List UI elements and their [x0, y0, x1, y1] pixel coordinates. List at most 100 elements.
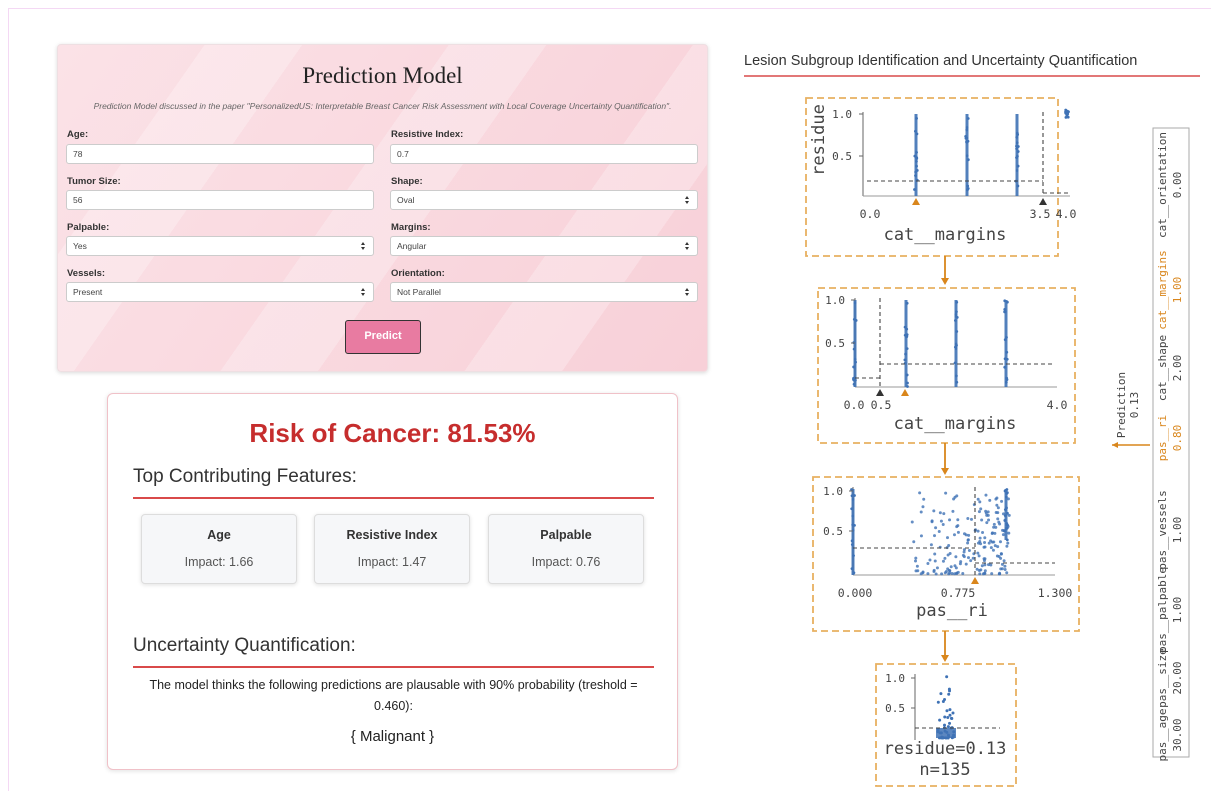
point [850, 539, 854, 543]
y-tick-label: 1.0 [823, 485, 843, 498]
point [966, 158, 970, 162]
point [1003, 568, 1007, 572]
point [955, 525, 959, 529]
select[interactable]: Angular [390, 236, 698, 256]
sample-value: 0.00 [1171, 172, 1184, 199]
point [946, 725, 950, 729]
point [940, 572, 944, 576]
point [1000, 562, 1004, 566]
point [850, 507, 854, 511]
point [977, 510, 981, 514]
point [945, 536, 949, 540]
point [918, 491, 922, 495]
point [943, 715, 947, 719]
point [948, 552, 952, 556]
point [1003, 529, 1006, 533]
point [1066, 112, 1070, 116]
text-input[interactable]: 78 [66, 144, 374, 164]
point [953, 564, 957, 568]
point [941, 559, 945, 563]
point [955, 380, 959, 384]
point [937, 530, 941, 534]
point [998, 522, 1002, 526]
sample-value: 30.00 [1171, 718, 1184, 751]
feature-name: Palpable [540, 528, 592, 542]
select[interactable]: Present [66, 282, 374, 302]
prediction-label: Prediction [1115, 372, 1128, 438]
point [955, 300, 959, 304]
point [1001, 533, 1005, 537]
point [943, 723, 947, 727]
sample-value: 1.00 [1171, 597, 1184, 624]
point [998, 540, 1002, 544]
y-tick-label: 1.0 [825, 294, 845, 307]
point [954, 313, 958, 316]
point [976, 497, 980, 501]
field-label: Orientation: [391, 268, 445, 279]
point [987, 518, 991, 522]
arrow-head [1112, 442, 1118, 448]
point [954, 555, 958, 559]
select[interactable]: Yes [66, 236, 374, 256]
split-marker [1039, 198, 1047, 205]
select[interactable]: Oval [390, 190, 698, 210]
point [1003, 299, 1007, 303]
point [933, 559, 937, 563]
point [938, 718, 942, 722]
predict-button[interactable]: Predict [345, 320, 421, 354]
x-tick-label: 0.775 [941, 586, 976, 600]
point [935, 566, 939, 570]
point [1016, 164, 1020, 168]
point [913, 129, 917, 133]
x-axis-label: pas__ri [916, 601, 988, 621]
point [978, 539, 982, 543]
x-tick-label: 4.0 [1056, 207, 1077, 221]
point [954, 342, 958, 346]
point [1005, 526, 1009, 530]
point [933, 534, 937, 538]
point [1016, 133, 1020, 136]
point [1016, 184, 1020, 188]
uncertainty-heading: Uncertainty Quantification: [133, 635, 654, 668]
point [851, 514, 855, 518]
point [915, 117, 918, 120]
point [1003, 519, 1007, 522]
point [981, 530, 985, 534]
point [915, 164, 918, 168]
point [1005, 571, 1009, 575]
point [853, 494, 856, 497]
point [943, 698, 947, 702]
point [991, 548, 995, 552]
point [976, 529, 980, 533]
point [990, 572, 994, 576]
point [850, 543, 854, 547]
point [919, 534, 923, 538]
point [947, 687, 951, 691]
point [956, 518, 960, 522]
point [1006, 497, 1010, 501]
sample-name: cat__margins [1156, 250, 1169, 329]
point-column [904, 300, 908, 387]
point [1016, 150, 1020, 153]
point [1015, 144, 1018, 148]
point [966, 516, 970, 520]
point [851, 498, 855, 501]
point-column [914, 114, 918, 196]
point [926, 562, 930, 566]
point [915, 157, 919, 160]
text-input[interactable]: 56 [66, 190, 374, 210]
prediction-set: { Malignant } [350, 728, 435, 745]
sample-value: 2.00 [1171, 355, 1184, 382]
text-input[interactable]: 0.7 [390, 144, 698, 164]
feature-box: Palpable Impact: 0.76 [488, 514, 644, 584]
point [992, 525, 996, 529]
point [905, 347, 909, 351]
point [914, 559, 918, 563]
point [929, 543, 933, 547]
select[interactable]: Not Parallel [390, 282, 698, 302]
feature-impact: Impact: 1.66 [184, 555, 254, 569]
point [1015, 169, 1019, 172]
point [947, 544, 951, 548]
point [948, 518, 952, 522]
